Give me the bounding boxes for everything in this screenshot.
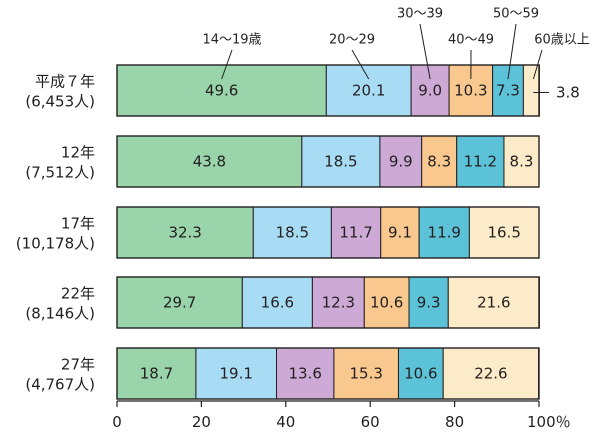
bar-segment (380, 206, 420, 259)
data-label: 21.6 (477, 294, 510, 312)
bar-outline (116, 347, 540, 400)
legend-label: 14～19歳 (202, 33, 261, 48)
category-count-label: (10,178人) (16, 235, 95, 253)
legend-label: 20～29 (329, 33, 375, 48)
category-count-label: (7,512人) (25, 164, 95, 182)
data-label: 10.6 (370, 294, 403, 312)
bar-segment (241, 276, 313, 329)
data-label: 15.3 (349, 365, 382, 383)
data-label: 49.6 (205, 82, 238, 100)
bar-segment (116, 206, 254, 259)
legend-label: 40～49 (448, 33, 494, 48)
data-label: 43.8 (193, 153, 226, 171)
data-label: 16.6 (261, 294, 294, 312)
bar-segment (116, 64, 327, 117)
bar-segment (311, 276, 365, 329)
legend-leader-line (419, 23, 431, 80)
legend-leader-line (221, 49, 233, 80)
x-tick-label: 100％ (527, 413, 571, 431)
bar-outline (116, 64, 540, 117)
category-count-label: (6,453人) (25, 93, 95, 111)
bar-segment (442, 347, 540, 400)
bar-outline (116, 206, 540, 259)
data-label: 19.1 (220, 365, 253, 383)
bar-segment (468, 206, 540, 259)
data-label: 8.3 (510, 153, 534, 171)
legend-label: 60歳以上 (534, 33, 590, 48)
bar-segment (325, 64, 412, 117)
bar-segment (421, 135, 458, 188)
data-label: 9.9 (389, 153, 413, 171)
data-label: 10.6 (404, 365, 437, 383)
x-tick-label: 60 (361, 413, 380, 431)
bar-segment (116, 276, 243, 329)
data-label: 11.7 (339, 224, 372, 242)
bar-segment (408, 276, 449, 329)
bar-segment (418, 206, 470, 259)
bar-segment (195, 347, 278, 400)
x-tick-label: 40 (276, 413, 295, 431)
bar-segment (301, 135, 381, 188)
data-label: 8.3 (427, 153, 451, 171)
category-label: 12年 (61, 144, 95, 162)
callout-label: 3.8 (556, 84, 580, 102)
data-label: 29.7 (163, 294, 196, 312)
x-tick-label: 80 (445, 413, 464, 431)
bar-segment (397, 347, 444, 400)
category-label: 平成７年 (35, 73, 95, 91)
data-label: 22.6 (474, 365, 507, 383)
data-label: 18.5 (276, 224, 309, 242)
legend-leader-line (507, 23, 517, 80)
data-label: 16.5 (487, 224, 520, 242)
data-label: 20.1 (352, 82, 385, 100)
bar-segment (522, 64, 540, 117)
data-label: 10.3 (454, 82, 487, 100)
bar-segment (379, 135, 423, 188)
bar-segment (503, 135, 540, 188)
data-label: 12.3 (322, 294, 355, 312)
data-label: 9.1 (388, 224, 412, 242)
legend-leader-line (351, 49, 370, 80)
bar-segment (252, 206, 332, 259)
data-label: 32.3 (168, 224, 201, 242)
data-label: 7.3 (496, 82, 520, 100)
bar-segment (333, 347, 399, 400)
x-tick-label: 0 (112, 413, 122, 431)
bar-segment (276, 347, 335, 400)
category-count-label: (4,767人) (25, 376, 95, 394)
x-tick-label: 20 (192, 413, 211, 431)
legend-leader-line (532, 49, 543, 80)
category-label: 17年 (61, 215, 95, 233)
category-label: 22年 (61, 285, 95, 303)
bar-outline (116, 276, 540, 329)
data-label: 13.6 (289, 365, 322, 383)
bar-outline (116, 135, 540, 188)
data-label: 9.0 (418, 82, 442, 100)
data-label: 9.3 (417, 294, 441, 312)
legend-label: 30～39 (397, 7, 443, 22)
category-count-label: (8,146人) (25, 305, 95, 323)
data-label: 18.5 (324, 153, 357, 171)
bar-segment (330, 206, 382, 259)
data-label: 11.2 (464, 153, 497, 171)
data-label: 11.9 (428, 224, 461, 242)
data-label: 18.7 (140, 365, 173, 383)
category-label: 27年 (61, 356, 95, 374)
legend-label: 50～59 (493, 7, 539, 22)
